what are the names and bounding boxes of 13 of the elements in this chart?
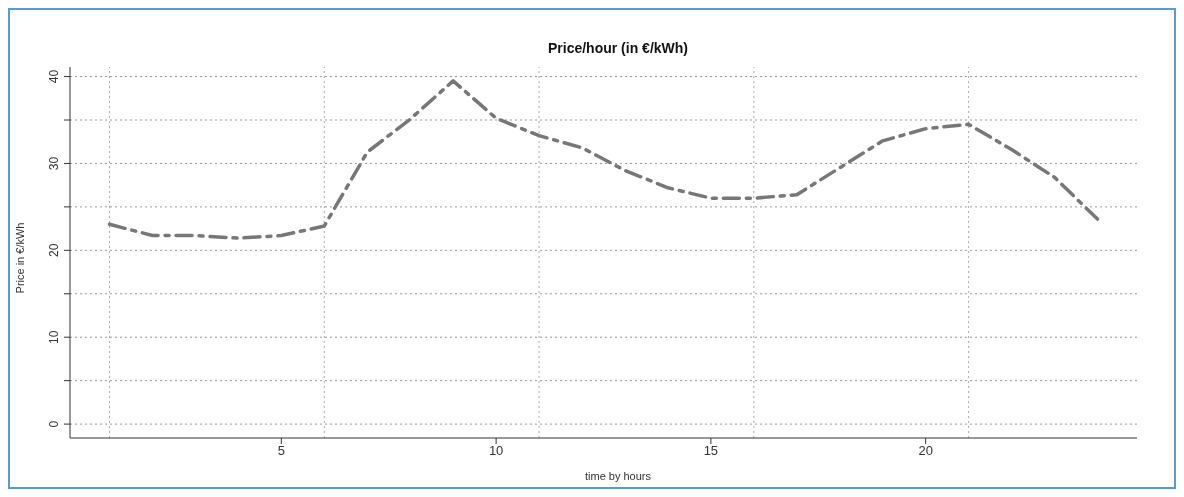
x-axis-title: time by hours xyxy=(584,470,652,482)
y-tick-label: 40 xyxy=(47,69,61,84)
x-tick-label: 10 xyxy=(488,443,504,459)
y-tick-label: 0 xyxy=(47,420,61,428)
chart-title: Price/hour (in €/kWh) xyxy=(547,40,689,56)
x-tick-label: 5 xyxy=(277,443,285,459)
y-tick-label: 30 xyxy=(47,156,61,171)
line-series xyxy=(107,79,1100,240)
y-axis-title: Price in €/kWh xyxy=(14,222,26,294)
x-tick-label: 20 xyxy=(918,443,933,459)
x-tick-label: 15 xyxy=(703,443,719,459)
y-tick-label: 10 xyxy=(47,330,61,344)
y-tick-label: 20 xyxy=(47,243,61,258)
